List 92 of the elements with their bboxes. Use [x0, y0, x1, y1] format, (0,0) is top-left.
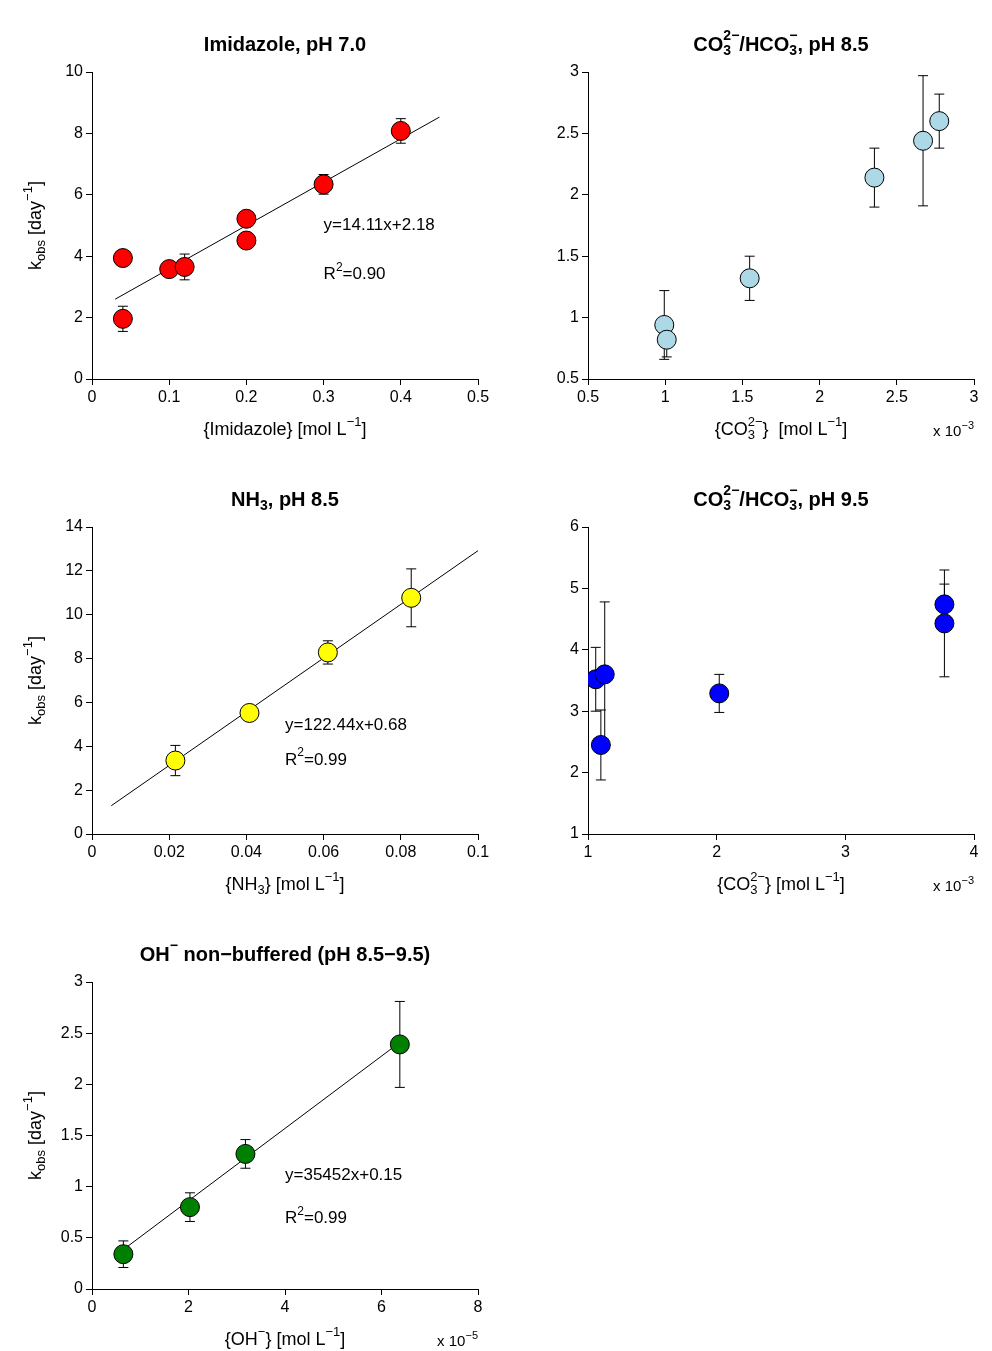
- y-axis-title: kobs [day−1]: [20, 1091, 48, 1180]
- y-tick-label: 5: [570, 578, 580, 596]
- y-tick-label: 2.5: [556, 123, 580, 141]
- x-tick-label: 2: [815, 388, 825, 406]
- x-tick-label: 8: [473, 1298, 483, 1316]
- point: [739, 268, 760, 289]
- y-tick-label: 6: [570, 517, 580, 535]
- y-tick-label: 12: [65, 561, 84, 579]
- x-tick-label: 0.02: [153, 843, 185, 861]
- x-tick-label: 2: [184, 1298, 194, 1316]
- y-tick-label: 3: [570, 701, 580, 719]
- point: [174, 256, 195, 277]
- y-tick-label: 10: [65, 605, 84, 623]
- x-tick-label: 0.3: [312, 388, 335, 406]
- point: [317, 642, 338, 663]
- y-tick-label: 4: [74, 736, 84, 754]
- x-tick-label: 0: [87, 843, 97, 861]
- y-tick-label: 1.5: [60, 1125, 84, 1143]
- y-tick-label: 4: [570, 640, 580, 658]
- x-tick-label: 0.2: [235, 388, 258, 406]
- point: [864, 167, 885, 188]
- y-tick-label: 4: [74, 246, 84, 264]
- y-tick-label: 6: [74, 692, 84, 710]
- y-tick-label: 1: [74, 1177, 84, 1195]
- x-tick-label: 0.5: [466, 388, 490, 406]
- point: [236, 208, 257, 229]
- point: [235, 1143, 256, 1164]
- point: [656, 329, 677, 350]
- x-tick-label: 0.06: [308, 843, 340, 861]
- point: [401, 587, 422, 608]
- y-tick-label: 1: [570, 308, 580, 326]
- x-tick-label: 0: [87, 1298, 97, 1316]
- x-tick-label: 0.1: [466, 843, 490, 861]
- y-tick-label: 10: [65, 62, 84, 80]
- x-tick-label: 2.5: [885, 388, 909, 406]
- point: [389, 1034, 410, 1055]
- chart-title: Imidazole, pH 7.0: [203, 32, 367, 55]
- y-axis-title: kobs [day−1]: [20, 181, 48, 270]
- annotation: y=122.44x+0.68: [285, 714, 407, 734]
- x-tick-label: 2: [712, 843, 722, 861]
- annotation: y=35452x+0.15: [285, 1165, 403, 1185]
- point: [112, 308, 133, 329]
- point: [236, 230, 257, 251]
- y-tick-label: 1.5: [556, 246, 580, 264]
- point: [113, 1244, 134, 1265]
- x-tick-label: 1: [660, 388, 670, 406]
- x-tick-label: 6: [377, 1298, 387, 1316]
- x-tick-label: 0: [87, 388, 97, 406]
- x-tick-label: 0.4: [389, 388, 413, 406]
- point: [179, 1197, 200, 1218]
- y-tick-label: 0: [74, 369, 84, 387]
- y-tick-label: 3: [74, 972, 84, 990]
- y-tick-label: 2: [74, 308, 84, 326]
- y-tick-label: 1: [570, 824, 580, 842]
- point: [313, 174, 334, 195]
- x-tick-label: 4: [969, 843, 979, 861]
- x-tick-label: 1: [583, 843, 593, 861]
- point: [709, 683, 730, 704]
- y-tick-label: 2: [74, 1074, 84, 1092]
- point: [594, 664, 615, 685]
- y-tick-label: 0: [74, 1279, 84, 1297]
- y-tick-label: 2.5: [60, 1023, 84, 1041]
- chart-title: OH− non−buffered (pH 8.5−9.5): [139, 937, 431, 965]
- y-tick-label: 0.5: [60, 1228, 84, 1246]
- y-tick-label: 0: [74, 824, 84, 842]
- y-tick-label: 8: [74, 123, 84, 141]
- x-tick-label: 3: [969, 388, 979, 406]
- point: [929, 111, 950, 132]
- x-tick-label: 3: [840, 843, 850, 861]
- point: [590, 734, 611, 755]
- point: [934, 594, 955, 615]
- y-tick-label: 6: [74, 185, 84, 203]
- x-tick-label: 4: [280, 1298, 290, 1316]
- point: [390, 120, 411, 141]
- x-tick-label: 1.5: [731, 388, 754, 406]
- x-tick-label: 0.08: [385, 843, 417, 861]
- y-tick-label: 0.5: [556, 369, 580, 387]
- y-tick-label: 8: [74, 648, 84, 666]
- point: [165, 750, 186, 771]
- point: [112, 248, 133, 269]
- point: [934, 613, 955, 634]
- x-tick-label: 0.04: [230, 843, 263, 861]
- y-tick-label: 2: [74, 780, 84, 798]
- y-tick-label: 3: [570, 62, 580, 80]
- y-tick-label: 14: [65, 517, 84, 535]
- point: [239, 702, 260, 723]
- y-tick-label: 2: [570, 185, 580, 203]
- point: [913, 130, 934, 151]
- y-axis-title: kobs [day−1]: [20, 636, 48, 725]
- annotation: y=14.11x+2.18: [323, 215, 435, 235]
- y-tick-label: 2: [570, 763, 580, 781]
- x-tick-label: 0.1: [158, 388, 181, 406]
